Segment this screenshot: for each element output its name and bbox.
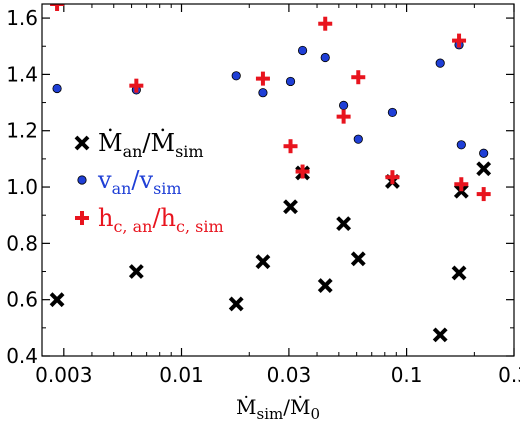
data-point bbox=[452, 33, 467, 48]
legend-marker bbox=[74, 135, 90, 151]
series-2 bbox=[50, 4, 491, 202]
y-tick-label: 1.0 bbox=[6, 175, 38, 199]
data-point bbox=[295, 164, 310, 179]
plot-frame bbox=[41, 3, 515, 357]
legend: Ṁan/Ṁsim van/vsim hc, an/hc, sim bbox=[74, 128, 224, 236]
series-0 bbox=[49, 161, 492, 343]
data-point bbox=[128, 264, 144, 279]
data-point bbox=[451, 265, 467, 281]
data-marks bbox=[49, 4, 492, 343]
x-tick-label: 0.01 bbox=[159, 363, 204, 387]
data-point bbox=[435, 58, 445, 68]
data-point bbox=[255, 254, 271, 270]
data-point bbox=[228, 296, 244, 312]
data-point bbox=[385, 170, 400, 185]
data-point bbox=[318, 16, 333, 31]
data-point bbox=[476, 187, 491, 202]
data-point bbox=[476, 161, 492, 177]
legend-entry: Ṁan/Ṁsim bbox=[98, 128, 204, 161]
y-tick-label: 0.8 bbox=[6, 231, 38, 255]
data-point bbox=[456, 140, 466, 150]
data-point bbox=[351, 70, 366, 85]
legend-entry: van/vsim bbox=[97, 166, 182, 198]
data-point bbox=[336, 216, 352, 232]
y-tick-label: 1.2 bbox=[6, 119, 38, 143]
data-point bbox=[50, 4, 65, 11]
y-tick-label: 1.4 bbox=[6, 62, 38, 86]
y-tick-label: 0.4 bbox=[6, 344, 38, 368]
legend-marker bbox=[77, 175, 87, 185]
data-point bbox=[129, 78, 144, 93]
x-axis-title: Ṁsim/Ṁ0 bbox=[236, 395, 320, 423]
data-point bbox=[387, 107, 398, 118]
axis-ticks: 0.4 0.6 0.8 1.0 1.2 1.4 1.6 0.003 0.01 0.03 0.1 0.3 bbox=[6, 4, 520, 387]
data-point bbox=[49, 292, 65, 308]
data-point bbox=[283, 199, 298, 215]
data-point bbox=[353, 134, 363, 144]
x-tick-label: 0.3 bbox=[498, 363, 520, 387]
x-tick-label: 0.1 bbox=[391, 363, 423, 387]
data-point bbox=[479, 148, 489, 158]
data-point bbox=[297, 45, 308, 56]
y-tick-label: 0.6 bbox=[6, 288, 38, 312]
series-1 bbox=[52, 40, 489, 158]
y-tick-label: 1.6 bbox=[6, 6, 38, 30]
data-point bbox=[285, 76, 296, 87]
data-point bbox=[454, 177, 469, 192]
x-tick-label: 0.03 bbox=[267, 363, 312, 387]
data-point bbox=[258, 88, 268, 98]
data-point bbox=[432, 327, 448, 343]
data-point bbox=[336, 109, 351, 124]
data-point bbox=[283, 139, 298, 154]
data-point bbox=[339, 100, 349, 110]
x-tick-label: 0.003 bbox=[35, 363, 92, 387]
data-point bbox=[320, 52, 330, 63]
data-point bbox=[255, 71, 270, 86]
data-point bbox=[350, 251, 366, 267]
data-point bbox=[317, 278, 333, 294]
data-point bbox=[453, 183, 469, 199]
data-point bbox=[52, 83, 62, 94]
data-point bbox=[231, 71, 241, 81]
legend-marker bbox=[75, 211, 89, 225]
legend-entry: hc, an/hc, sim bbox=[98, 204, 224, 236]
